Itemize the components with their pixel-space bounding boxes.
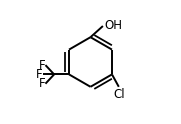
Text: Cl: Cl xyxy=(114,88,125,101)
Text: F: F xyxy=(36,68,43,81)
Text: F: F xyxy=(39,77,45,90)
Text: OH: OH xyxy=(104,19,122,32)
Text: F: F xyxy=(39,59,45,72)
